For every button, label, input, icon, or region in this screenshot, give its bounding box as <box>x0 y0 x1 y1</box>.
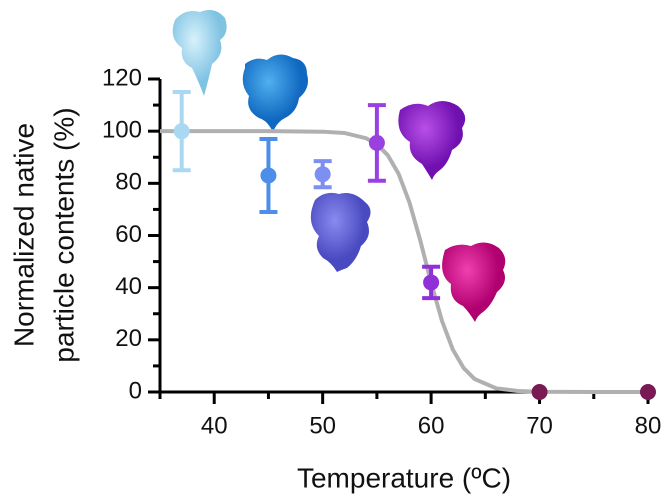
x-tick-label: 70 <box>526 412 553 439</box>
y-tick-label: 0 <box>129 377 142 404</box>
data-point <box>260 167 277 184</box>
data-point <box>368 134 385 151</box>
y-tick-label: 60 <box>115 221 142 248</box>
y-tick-label: 40 <box>115 273 142 300</box>
data-point <box>640 384 656 400</box>
y-tick-label: 100 <box>102 117 142 144</box>
density-map <box>310 192 371 272</box>
data-point <box>173 123 190 140</box>
density-maps <box>172 10 506 322</box>
density-map <box>398 101 466 180</box>
x-tick-label: 80 <box>635 412 662 439</box>
y-tick-label: 120 <box>102 64 142 91</box>
density-map <box>172 10 227 96</box>
x-tick-label: 50 <box>309 412 336 439</box>
density-map <box>442 242 506 322</box>
data-point <box>531 384 548 400</box>
y-tick-label: 20 <box>115 325 142 352</box>
data-point <box>423 274 440 291</box>
density-map <box>242 54 308 132</box>
y-tick-label: 80 <box>115 169 142 196</box>
fit-curve <box>160 129 648 394</box>
x-tick-label: 40 <box>201 412 228 439</box>
y-axis-title: Normalized native <box>8 123 39 347</box>
data-point <box>314 166 331 183</box>
x-axis-title: Temperature (ºC) <box>297 462 511 493</box>
x-tick-label: 60 <box>418 412 445 439</box>
y-axis-title: particle contents (%) <box>48 107 79 362</box>
plot-area: 40 50 60 70 80 0 20 40 60 80 100 120 <box>102 64 661 439</box>
